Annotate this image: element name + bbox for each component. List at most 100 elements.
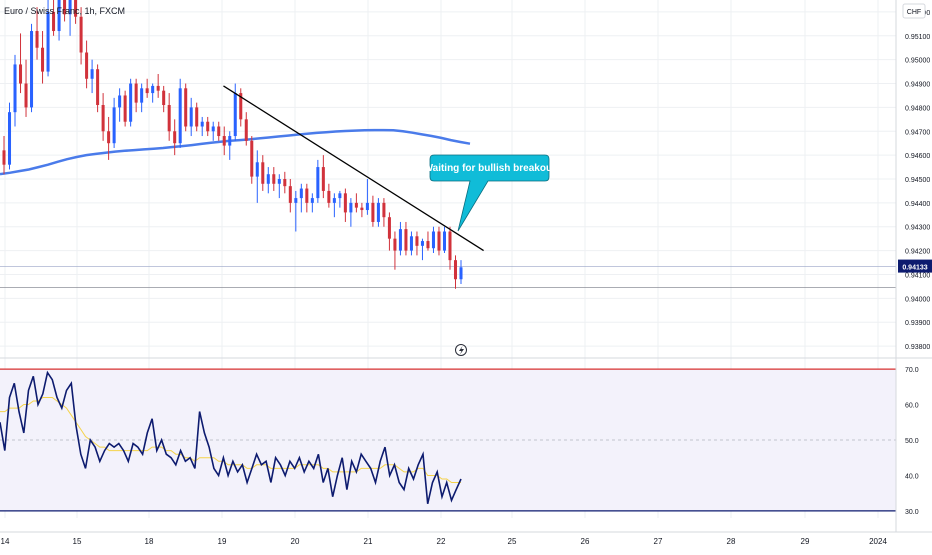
candle xyxy=(2,136,6,175)
price-tick-label: 0.94600 xyxy=(905,153,930,160)
price-tick-label: 0.94400 xyxy=(905,201,930,208)
candle-body xyxy=(250,140,254,177)
candle-body xyxy=(118,95,122,108)
trendline-segment xyxy=(223,85,484,252)
candle xyxy=(305,183,309,213)
candle xyxy=(162,85,166,113)
candle-body xyxy=(2,150,6,165)
candle-body xyxy=(404,229,408,251)
candle xyxy=(68,0,72,36)
candle-body xyxy=(261,162,265,184)
time-tick-label: 27 xyxy=(654,537,663,546)
candle xyxy=(382,198,386,227)
candle-body xyxy=(85,52,89,79)
price-tick-label: 0.95000 xyxy=(905,58,930,65)
time-tick-label: 28 xyxy=(727,537,736,546)
time-tick-label: 18 xyxy=(145,537,154,546)
candle-body xyxy=(338,193,342,199)
candle-body xyxy=(332,198,336,203)
candle-body xyxy=(90,69,94,79)
last-price-label: 0.94133 xyxy=(902,265,927,272)
rsi-tick-label: 40.0 xyxy=(905,473,919,480)
candle xyxy=(387,212,391,251)
candle-body xyxy=(112,107,116,144)
candle-body xyxy=(431,231,435,249)
candle xyxy=(79,7,83,65)
candle-body xyxy=(376,202,380,222)
currency-badge xyxy=(902,3,926,19)
candle-body xyxy=(151,85,155,94)
candle-body xyxy=(360,207,364,211)
time-tick-label: 19 xyxy=(218,537,227,546)
candle xyxy=(404,221,408,256)
candle-body xyxy=(206,121,210,132)
candle xyxy=(151,83,155,103)
candle xyxy=(398,221,402,256)
rsi-tick-label: 60.0 xyxy=(905,403,919,410)
candle-body xyxy=(277,179,281,184)
candle-body xyxy=(294,198,298,203)
candle-body xyxy=(442,231,446,251)
candle-body xyxy=(211,126,215,132)
time-tick-label: 21 xyxy=(364,537,373,546)
callout-text: Waiting for bullish breakout xyxy=(424,163,557,174)
price-tick-label: 0.93800 xyxy=(905,344,930,351)
candle-body xyxy=(156,85,160,91)
symbol-title: Euro / Swiss Franc, 1h, FXCM xyxy=(4,6,126,16)
candle-body xyxy=(272,174,276,184)
candle xyxy=(420,238,424,261)
candle xyxy=(453,255,458,289)
candle xyxy=(134,78,138,113)
callout-annotation[interactable]: Waiting for bullish breakout xyxy=(424,154,557,232)
candle-body xyxy=(7,112,12,165)
candle-body xyxy=(321,167,325,191)
candle xyxy=(90,59,94,94)
candle xyxy=(409,231,413,256)
candle xyxy=(184,83,188,132)
candle-body xyxy=(255,162,259,177)
price-tick-label: 0.94800 xyxy=(905,105,930,112)
candle-body xyxy=(283,179,287,187)
candle-body xyxy=(222,136,226,146)
candle-body xyxy=(57,0,61,32)
price-tick-label: 0.94900 xyxy=(905,82,930,89)
candle xyxy=(107,116,111,160)
rsi-path xyxy=(0,370,462,504)
candle xyxy=(217,121,221,141)
candle xyxy=(156,73,160,98)
candle xyxy=(211,121,215,141)
candle xyxy=(195,102,199,132)
candle xyxy=(459,260,463,285)
candle-body xyxy=(426,241,430,249)
candle xyxy=(321,155,325,199)
lightning-icon[interactable] xyxy=(455,344,467,356)
candle xyxy=(35,7,39,60)
candle xyxy=(343,188,347,222)
candle-body xyxy=(35,31,39,48)
rsi-series xyxy=(0,370,462,504)
candle xyxy=(7,102,12,170)
candle-body xyxy=(140,88,144,103)
candle xyxy=(140,83,144,113)
candle-body xyxy=(173,131,177,144)
candle xyxy=(118,88,122,122)
candle-body xyxy=(123,95,127,122)
candle xyxy=(85,40,89,89)
candle xyxy=(244,112,248,146)
candle xyxy=(371,195,375,227)
candle-body xyxy=(145,88,149,94)
rsi-tick-label: 70.0 xyxy=(905,367,919,374)
candle xyxy=(250,136,254,184)
candle-body xyxy=(228,136,232,146)
time-tick-label: 22 xyxy=(437,537,446,546)
candle xyxy=(173,119,177,156)
time-tick-label: 29 xyxy=(801,537,810,546)
trendline[interactable] xyxy=(223,85,484,252)
price-tick-label: 0.95100 xyxy=(905,34,930,41)
candle-body xyxy=(24,83,28,108)
candle-body xyxy=(437,231,441,251)
price-tick-label: 0.94500 xyxy=(905,177,930,184)
candle-body xyxy=(244,119,248,141)
